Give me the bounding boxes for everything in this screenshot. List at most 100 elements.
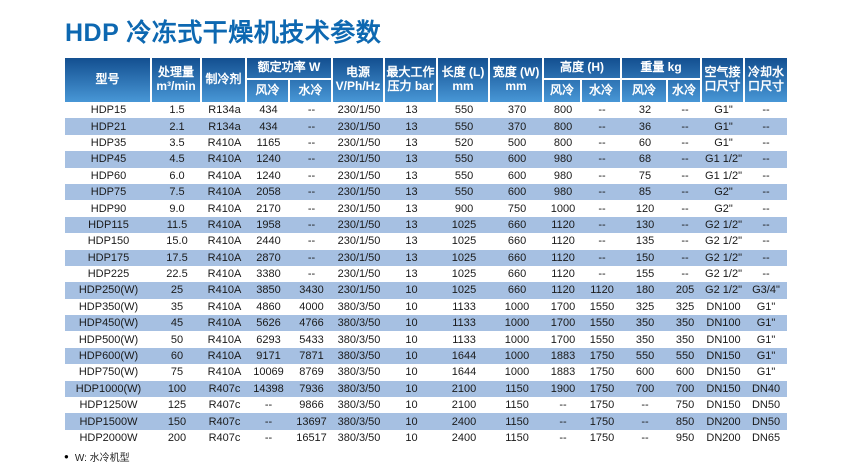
cell: 980 <box>553 186 573 199</box>
cell: G1" <box>714 120 733 133</box>
cell: -- <box>307 202 316 215</box>
cell: HDP1500W <box>79 415 138 428</box>
cell: 100 <box>167 382 187 395</box>
cell: 660 <box>507 218 527 231</box>
cell: 1700 <box>550 317 576 330</box>
cell: 13697 <box>296 415 327 428</box>
cell: HDP150 <box>87 235 130 248</box>
cell: -- <box>264 415 273 428</box>
cell: 3850 <box>256 284 281 297</box>
cell: -- <box>307 235 316 248</box>
cell: -- <box>264 432 273 444</box>
table-row: HDP21 2.1 R134a 434 -- 230/1/50 13 550 370 800 -- 3… <box>65 118 788 135</box>
cell: HDP45 <box>90 153 127 166</box>
subheader-weight-air: 风冷 <box>622 80 669 102</box>
cell: 1165 <box>256 136 281 149</box>
cell: HDP225 <box>87 268 130 281</box>
cell: HDP90 <box>90 202 127 215</box>
cell: 1900 <box>550 382 576 395</box>
cell: DN150 <box>706 399 741 412</box>
cell: -- <box>598 104 606 117</box>
cell: 1750 <box>589 366 615 379</box>
cell: 35 <box>170 300 184 313</box>
cell: 68 <box>638 153 652 166</box>
cell: 1240 <box>256 169 281 182</box>
cell: 16517 <box>296 432 327 444</box>
cell: 800 <box>553 136 573 149</box>
cell: 550 <box>454 153 474 166</box>
table-row: HDP15 1.5 R134a 434 -- 230/1/50 13 550 370 800 -- 3… <box>65 102 787 118</box>
cell: 800 <box>553 120 573 133</box>
cell: 2100 <box>451 399 477 412</box>
cell: G2 1/2" <box>705 235 742 248</box>
page-title: HDP 冷冻式干燥机技术参数 <box>65 19 382 47</box>
cell: R407c <box>208 432 241 444</box>
cell: R134a <box>208 120 241 133</box>
cell: 380/3/50 <box>337 350 381 363</box>
cell: -- <box>762 120 770 133</box>
col-header-water-port: 冷却水 口尺寸 <box>748 65 785 93</box>
cell: 60 <box>638 136 652 149</box>
cell: -- <box>681 251 689 264</box>
cell: HDP500(W) <box>78 333 139 346</box>
cell: -- <box>598 169 606 182</box>
cell: 350 <box>635 333 655 346</box>
cell: -- <box>641 399 649 412</box>
cell: 550 <box>454 104 474 117</box>
cell: 7871 <box>299 350 324 363</box>
cell: DN100 <box>706 333 741 346</box>
cell: 10 <box>405 399 418 412</box>
cell: -- <box>598 120 606 133</box>
cell: G1" <box>756 317 776 330</box>
cell: 1644 <box>451 350 477 363</box>
cell: -- <box>598 235 606 248</box>
cell: 5433 <box>299 333 324 346</box>
cell: G2 1/2" <box>705 251 742 264</box>
cell: -- <box>681 268 689 281</box>
cell: HDP21 <box>90 120 127 133</box>
cell: 380/3/50 <box>337 366 381 379</box>
cell: G1" <box>714 104 733 117</box>
table-row: HDP2000W 200 R407c -- 16517 380/3/50 10 2400 115… <box>65 430 787 446</box>
cell: -- <box>598 202 606 215</box>
col-header-refrigerant: 制冷剂 <box>202 58 247 102</box>
header-row-sub: 风冷 水冷 风冷 水冷 风冷 水冷 <box>65 80 787 102</box>
cell: 13 <box>405 235 418 248</box>
cell: HDP35 <box>90 136 127 149</box>
cell: 1150 <box>505 399 529 412</box>
cell: 500 <box>507 136 527 149</box>
table-row: HDP115 11.5 R410A 1958 -- 230/1/50 13 1025 660 11… <box>65 216 788 234</box>
cell: 1120 <box>551 268 575 281</box>
cell: 550 <box>675 350 695 363</box>
cell: 1644 <box>451 366 477 379</box>
cell: 1000 <box>504 317 530 330</box>
cell: 120 <box>635 202 655 215</box>
cell: -- <box>762 202 770 215</box>
cell: 980 <box>553 153 573 166</box>
cell: -- <box>307 104 316 117</box>
cell: 1958 <box>256 218 281 231</box>
cell: 380/3/50 <box>337 333 381 346</box>
cell: 205 <box>675 284 695 297</box>
cell: R410A <box>207 284 242 297</box>
cell: -- <box>559 399 567 412</box>
cell: 325 <box>675 300 695 313</box>
cell: 900 <box>454 202 474 215</box>
cell: 1000 <box>504 333 530 346</box>
cell: R410A <box>207 268 242 281</box>
cell: 13 <box>405 169 418 182</box>
cell: 1133 <box>452 300 476 313</box>
cell: 230/1/50 <box>337 169 381 182</box>
cell: 1120 <box>590 284 614 297</box>
cell: 660 <box>507 284 527 297</box>
cell: 1120 <box>551 218 575 231</box>
cell: 4766 <box>299 317 324 330</box>
cell: 660 <box>507 251 527 264</box>
cell: 10 <box>405 317 418 330</box>
subheader-weight-water: 水冷 <box>668 80 703 102</box>
cell: 10 <box>405 366 418 379</box>
cell: 13 <box>405 120 418 133</box>
cell: R410A <box>207 235 242 248</box>
cell: G2" <box>714 186 733 199</box>
cell: 1150 <box>505 432 529 444</box>
